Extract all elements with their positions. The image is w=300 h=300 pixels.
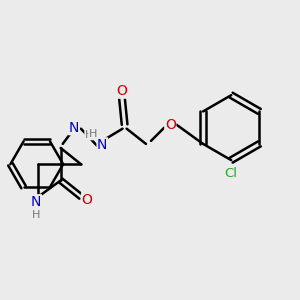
Text: H: H — [89, 129, 97, 139]
Text: H: H — [85, 130, 93, 140]
Text: N: N — [31, 195, 41, 209]
Text: Cl: Cl — [225, 167, 238, 180]
Text: O: O — [116, 84, 127, 98]
Text: N: N — [97, 138, 107, 152]
Text: N: N — [69, 121, 79, 135]
Text: O: O — [165, 118, 176, 132]
Text: O: O — [82, 193, 92, 207]
Text: H: H — [32, 210, 41, 220]
